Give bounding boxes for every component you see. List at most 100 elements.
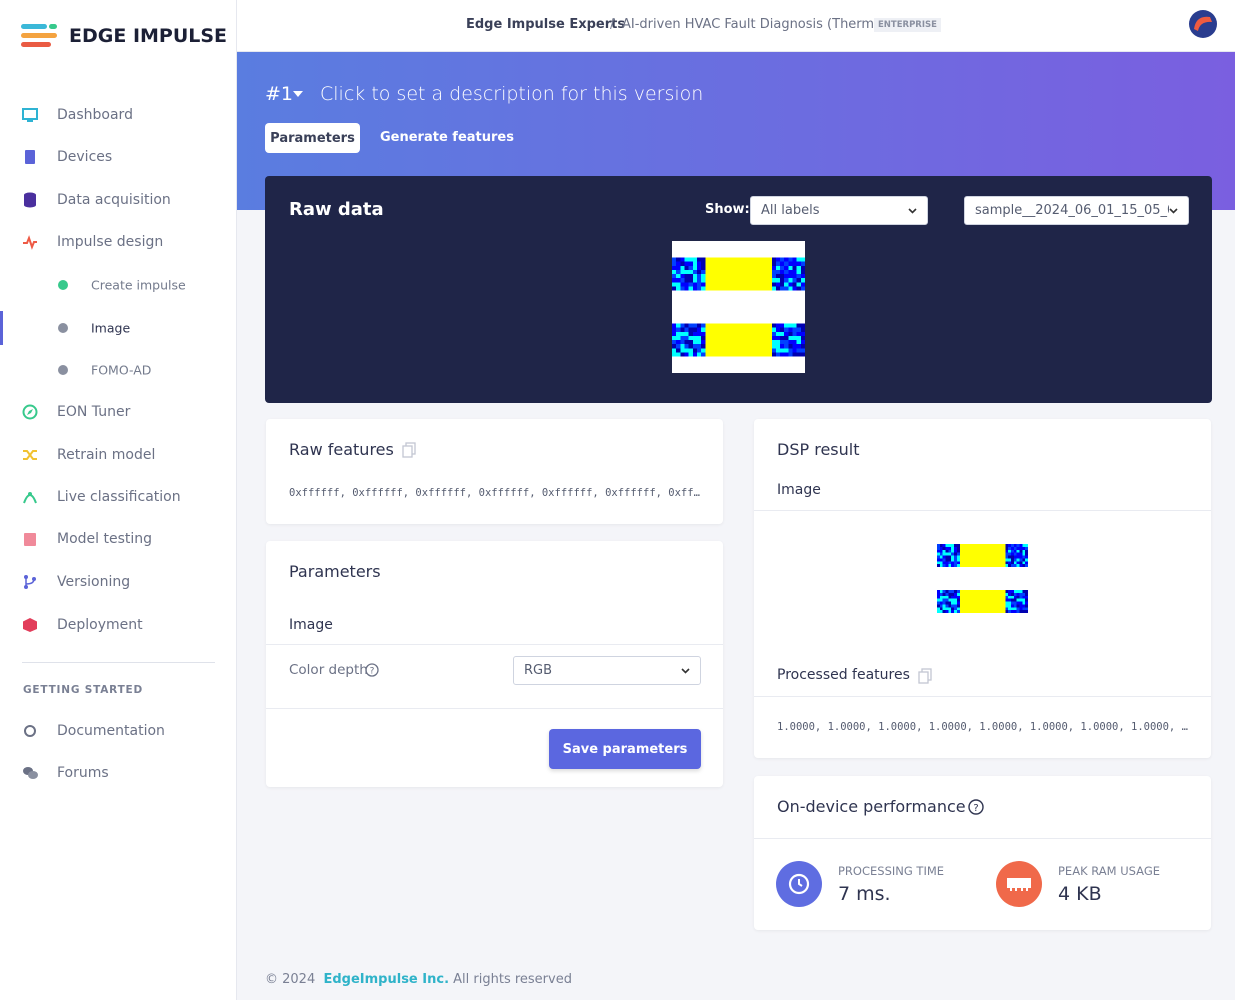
- status-dot: [58, 365, 68, 375]
- pixel: [948, 555, 952, 559]
- nav-subitem[interactable]: Image: [91, 320, 131, 336]
- svg-text:?: ?: [370, 667, 375, 677]
- pixel: [1025, 610, 1028, 613]
- pixel: [792, 257, 797, 262]
- pixel: [956, 564, 960, 567]
- pixel: [1010, 595, 1014, 599]
- nav-item[interactable]: Model testing: [57, 531, 153, 547]
- pixel: [672, 344, 677, 349]
- pixel: [692, 340, 697, 345]
- pixel: [672, 327, 677, 332]
- sample-select[interactable]: sample__2024_06_01_15_05_0: [964, 196, 1189, 225]
- pixel: [1010, 604, 1014, 608]
- save-button[interactable]: Save parameters: [549, 729, 701, 769]
- chevron: [908, 207, 917, 214]
- pixel: [672, 335, 677, 340]
- pixel: [788, 348, 793, 353]
- pixel: [672, 265, 677, 270]
- pixel: [680, 286, 685, 291]
- pixel: [780, 327, 785, 332]
- nav-item[interactable]: Dashboard: [57, 107, 133, 123]
- pixel: [951, 590, 955, 593]
- pixel: [1022, 558, 1026, 562]
- pixel: [1005, 604, 1009, 608]
- pixel: [792, 327, 797, 332]
- help-icon[interactable]: ?: [365, 663, 379, 677]
- pixel: [800, 331, 805, 336]
- pixel: [1025, 590, 1028, 593]
- pixel: [771, 274, 776, 279]
- pixel: [939, 544, 943, 547]
- card-title: Raw features: [289, 440, 394, 459]
- breadcrumb-project[interactable]: AI-driven HVAC Fault Diagnosis (Thermal): [622, 17, 891, 32]
- pixel: [954, 590, 957, 593]
- pixel: [696, 265, 702, 270]
- nav-item[interactable]: Retrain model: [57, 447, 156, 463]
- company-link[interactable]: EdgeImpulse Inc.: [323, 972, 450, 987]
- top-bar: [237, 0, 1235, 52]
- label-select[interactable]: All labels: [750, 196, 928, 225]
- pixel: [1005, 564, 1009, 567]
- nav-item[interactable]: Impulse design: [57, 234, 164, 250]
- divider: [754, 510, 1211, 511]
- pixel: [696, 278, 702, 283]
- pixel: [696, 286, 702, 291]
- pixel: [954, 610, 957, 613]
- pixel: [792, 274, 797, 279]
- pixel: [701, 335, 706, 340]
- pixel: [956, 590, 960, 593]
- pixel: [701, 323, 706, 328]
- pixel: [1008, 601, 1011, 605]
- nav-item[interactable]: Documentation: [57, 723, 165, 739]
- pixel: [692, 286, 697, 291]
- pixel: [1025, 544, 1028, 547]
- nav-subitem[interactable]: Create impulse: [91, 277, 186, 293]
- pixel: [954, 595, 957, 599]
- pixel: [1022, 546, 1026, 550]
- pixel: [684, 335, 689, 340]
- pixel: [1025, 592, 1028, 596]
- pixel: [800, 348, 805, 353]
- copy-icon[interactable]: [918, 668, 932, 684]
- pixel: [1022, 561, 1026, 565]
- nav-item[interactable]: Data acquisition: [57, 192, 171, 208]
- pixel: [1019, 595, 1023, 599]
- help-icon[interactable]: ?: [968, 799, 984, 815]
- pixel: [942, 610, 946, 613]
- pixel: [937, 561, 940, 565]
- version-description[interactable]: Click to set a description for this vers…: [320, 83, 704, 105]
- select-value: All labels: [761, 203, 820, 218]
- pixel: [688, 282, 693, 287]
- nav-item[interactable]: Devices: [57, 149, 113, 165]
- nav-item[interactable]: Forums: [57, 765, 109, 781]
- version-number[interactable]: #1: [265, 83, 294, 105]
- nav-item[interactable]: EON Tuner: [57, 404, 131, 420]
- nav-subitem[interactable]: FOMO-AD: [91, 362, 152, 378]
- pixel: [939, 604, 943, 608]
- pixel: [684, 327, 689, 332]
- pixel: [1005, 555, 1009, 559]
- pixel: [1013, 564, 1017, 567]
- nav-item[interactable]: Live classification: [57, 489, 181, 505]
- color-depth-select[interactable]: RGB: [513, 656, 701, 685]
- pixel: [951, 549, 955, 553]
- card-title: Parameters: [289, 562, 381, 581]
- pixel: [684, 340, 689, 345]
- pixel: [956, 607, 960, 611]
- pixel: [684, 286, 689, 291]
- pixel: [954, 549, 957, 553]
- tab[interactable]: Generate features: [380, 130, 514, 145]
- pixel: [771, 335, 776, 340]
- chevron: [681, 667, 690, 674]
- breadcrumb-owner[interactable]: Edge Impulse Experts: [466, 17, 626, 32]
- nav-item[interactable]: Versioning: [57, 574, 131, 590]
- copy-icon[interactable]: [402, 442, 416, 458]
- avatar[interactable]: [1188, 9, 1218, 39]
- tab-active[interactable]: Parameters: [265, 123, 360, 153]
- card-title: DSP result: [777, 440, 860, 459]
- pixel: [696, 257, 702, 262]
- pixel: [701, 331, 706, 336]
- pixel: [688, 257, 693, 262]
- nav-item[interactable]: Deployment: [57, 617, 143, 633]
- pixel: [956, 598, 960, 602]
